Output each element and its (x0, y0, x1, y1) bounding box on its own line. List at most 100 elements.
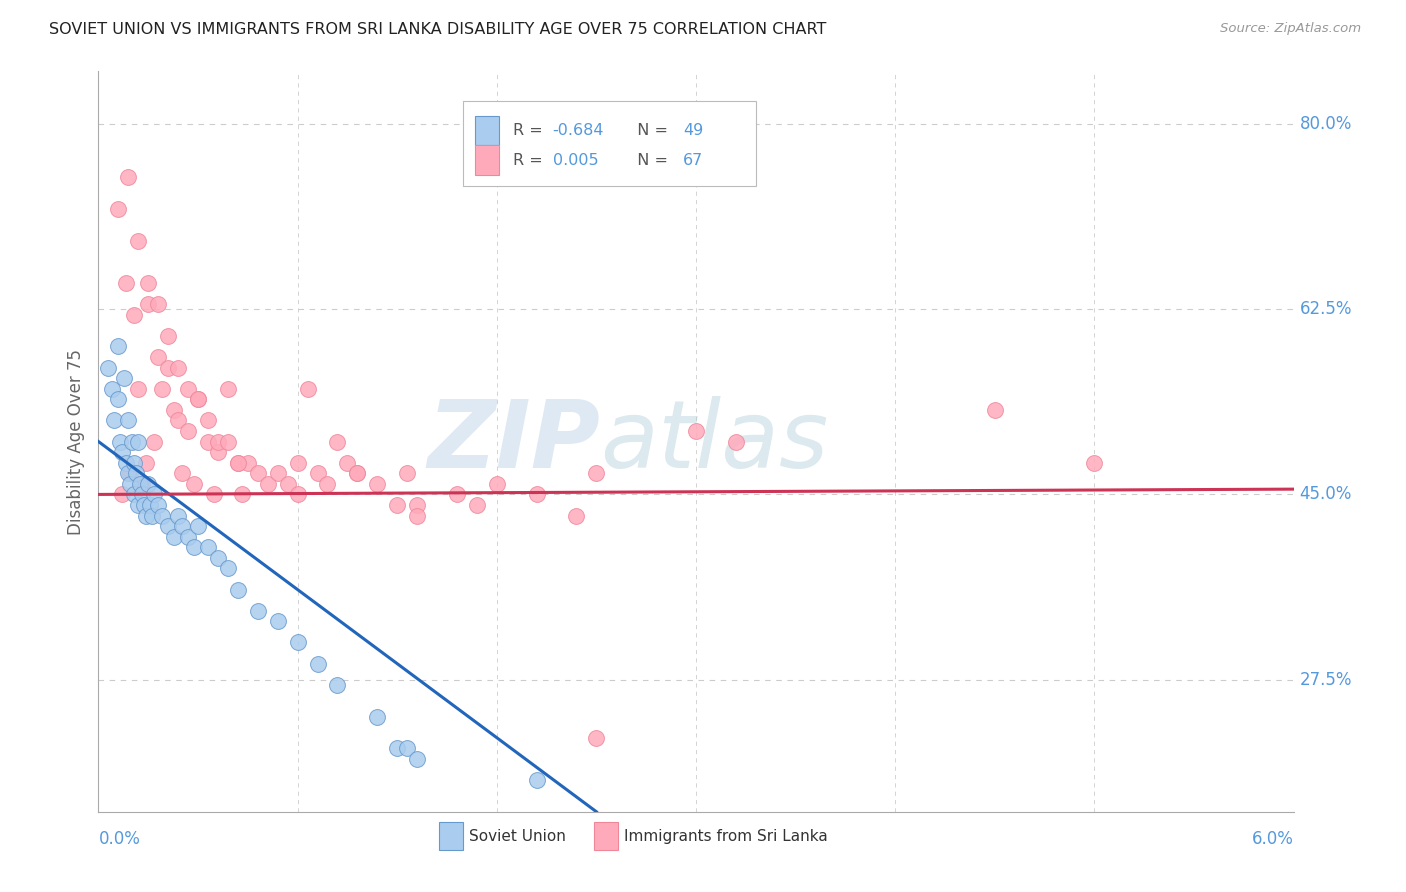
Point (124, 456, 146, 470)
Y-axis label: Disability Age Over 75: Disability Age Over 75 (66, 349, 84, 534)
Point (134, 498, 156, 512)
Point (136, 297, 159, 311)
Text: R =: R = (513, 123, 548, 138)
Point (226, 582, 249, 597)
Text: Source: ZipAtlas.com: Source: ZipAtlas.com (1220, 22, 1361, 36)
Point (207, 445, 229, 459)
Point (120, 467, 142, 481)
Text: 67: 67 (683, 153, 703, 168)
Text: 27.5%: 27.5% (1299, 671, 1353, 689)
Point (157, 360, 180, 375)
Point (385, 498, 409, 512)
Point (167, 360, 190, 375)
Point (143, 487, 166, 501)
Point (136, 476, 159, 491)
Point (297, 382, 319, 396)
Point (163, 530, 186, 544)
Point (187, 392, 209, 407)
Point (396, 741, 419, 756)
Bar (475, 116, 499, 145)
Point (187, 392, 209, 407)
Point (124, 308, 146, 322)
Point (127, 382, 149, 396)
Point (150, 382, 173, 396)
Point (129, 476, 152, 491)
Point (103, 413, 125, 427)
Point (287, 635, 309, 649)
Point (346, 467, 368, 481)
Point (177, 424, 200, 438)
Point (110, 434, 132, 449)
Point (97, 360, 120, 375)
Point (1083, 456, 1105, 470)
Point (111, 487, 134, 501)
Point (197, 541, 219, 555)
Point (226, 456, 249, 470)
Point (148, 498, 170, 512)
Text: N =: N = (627, 123, 673, 138)
Text: 45.0%: 45.0% (1299, 485, 1353, 503)
Point (526, 487, 548, 501)
Point (157, 328, 180, 343)
Point (231, 487, 253, 501)
Point (226, 456, 249, 470)
Point (143, 434, 166, 449)
Text: Soviet Union: Soviet Union (470, 829, 565, 844)
Point (183, 476, 205, 491)
Point (406, 752, 429, 766)
Text: -0.684: -0.684 (553, 123, 605, 138)
Point (197, 434, 219, 449)
Point (131, 487, 153, 501)
Point (107, 392, 129, 407)
Text: atlas: atlas (600, 396, 828, 487)
Point (163, 402, 186, 417)
Text: 80.0%: 80.0% (1299, 115, 1353, 133)
Point (127, 498, 149, 512)
Text: 0.005: 0.005 (553, 153, 598, 168)
Point (217, 561, 239, 575)
Point (287, 487, 309, 501)
Point (115, 456, 138, 470)
Text: ZIP: ZIP (427, 395, 600, 488)
Bar (439, 822, 463, 850)
Point (217, 434, 239, 449)
Point (148, 297, 170, 311)
Point (112, 371, 135, 385)
Point (115, 276, 138, 290)
Point (150, 508, 173, 523)
Point (217, 382, 239, 396)
Point (167, 508, 190, 523)
Text: N =: N = (627, 153, 673, 168)
Text: Immigrants from Sri Lanka: Immigrants from Sri Lanka (624, 829, 828, 844)
Point (366, 709, 388, 723)
Point (139, 498, 162, 512)
Point (207, 434, 229, 449)
Point (141, 508, 163, 523)
Text: R =: R = (513, 153, 548, 168)
Point (406, 508, 429, 523)
Point (157, 519, 180, 533)
Point (117, 467, 139, 481)
Point (111, 445, 134, 459)
Bar (595, 822, 619, 850)
Point (485, 476, 508, 491)
Point (117, 413, 139, 427)
Point (385, 741, 409, 756)
Point (246, 604, 269, 618)
Point (167, 413, 190, 427)
Point (406, 498, 429, 512)
Point (246, 467, 269, 481)
Point (125, 467, 148, 481)
Bar (475, 145, 499, 175)
Point (136, 276, 159, 290)
Text: SOVIET UNION VS IMMIGRANTS FROM SRI LANKA DISABILITY AGE OVER 75 CORRELATION CHA: SOVIET UNION VS IMMIGRANTS FROM SRI LANK… (49, 22, 827, 37)
Point (465, 498, 488, 512)
Text: 6.0%: 6.0% (1251, 830, 1294, 848)
Point (326, 434, 349, 449)
Point (172, 467, 194, 481)
Point (124, 487, 146, 501)
Point (131, 476, 153, 491)
Point (117, 170, 139, 185)
Point (326, 678, 349, 692)
Point (287, 456, 309, 470)
